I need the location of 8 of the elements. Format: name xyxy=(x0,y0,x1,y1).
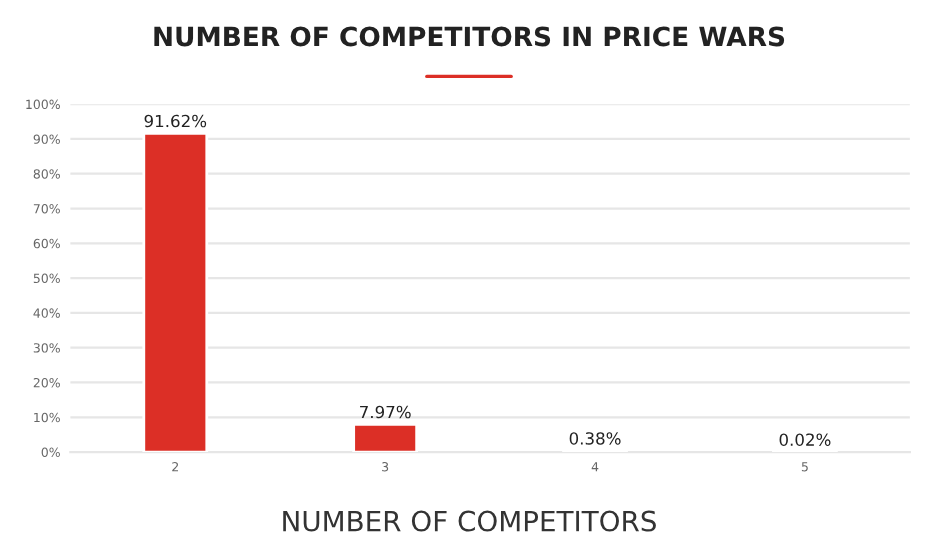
data-label: 0.02% xyxy=(779,433,831,446)
data-label: 91.62% xyxy=(144,114,207,128)
data-label: 0.38% xyxy=(569,432,621,445)
bar xyxy=(352,422,419,453)
bar xyxy=(142,131,209,453)
chart-title: NUMBER OF COMPETITORS IN PRICE WARS xyxy=(154,26,785,47)
data-label: 7.97% xyxy=(360,405,411,419)
x-axis-title: NUMBER OF COMPETITORS xyxy=(283,510,656,532)
